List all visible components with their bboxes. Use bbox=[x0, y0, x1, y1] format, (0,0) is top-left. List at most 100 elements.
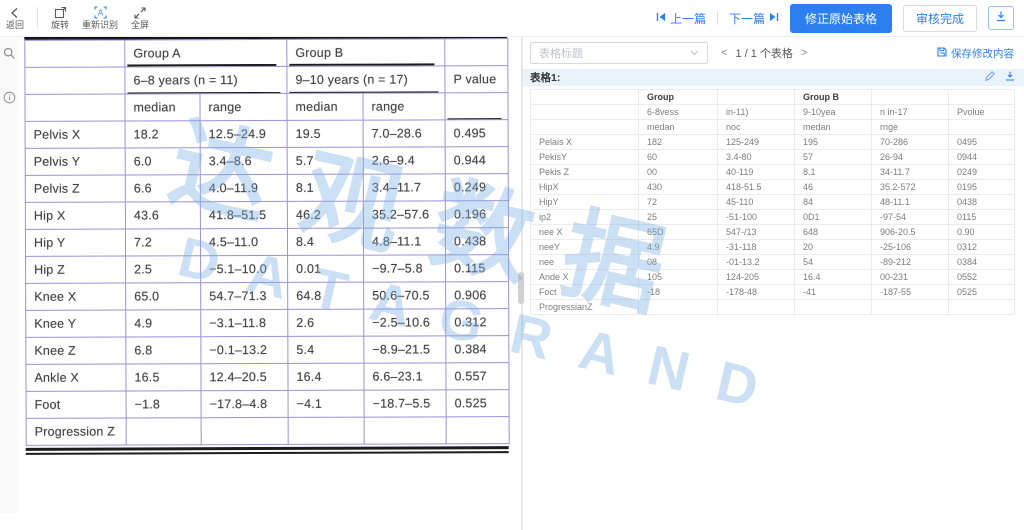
table-cell[interactable]: 57 bbox=[794, 149, 872, 165]
table-cell[interactable]: 45-110 bbox=[717, 194, 795, 210]
table-cell[interactable]: 00 bbox=[638, 164, 718, 180]
table-cell[interactable]: HipY bbox=[530, 194, 639, 210]
table-title-select[interactable]: 表格标题 bbox=[530, 42, 708, 64]
table-cell[interactable]: HipX bbox=[530, 179, 639, 195]
table-cell[interactable] bbox=[638, 299, 718, 315]
table-cell[interactable]: 0495 bbox=[948, 134, 1015, 150]
table-cell[interactable]: 6-8vess bbox=[638, 104, 718, 120]
zoom-search-icon[interactable] bbox=[3, 47, 16, 65]
review-done-button[interactable]: 审核完成 bbox=[902, 4, 977, 32]
table-cell[interactable]: 08 bbox=[638, 254, 718, 270]
table-cell[interactable] bbox=[530, 119, 639, 135]
table-cell[interactable]: -01-13.2 bbox=[717, 254, 795, 270]
table-cell[interactable]: 430 bbox=[638, 179, 718, 195]
table-cell[interactable]: 547-/13 bbox=[717, 224, 795, 240]
table-cell[interactable]: Pelais X bbox=[530, 134, 639, 150]
table-cell[interactable] bbox=[530, 104, 639, 120]
table-cell[interactable]: -97-54 bbox=[871, 209, 949, 225]
table-cell[interactable]: medan bbox=[794, 119, 872, 135]
table-cell[interactable]: 0944 bbox=[948, 149, 1015, 165]
table-cell[interactable]: Foct bbox=[530, 284, 639, 300]
table-cell[interactable]: rnge bbox=[871, 119, 949, 135]
table-cell[interactable]: Group bbox=[638, 89, 718, 105]
pager-next-icon[interactable]: > bbox=[800, 47, 808, 59]
back-button[interactable]: 返回 bbox=[6, 7, 24, 30]
table-cell[interactable]: 0115 bbox=[948, 209, 1015, 225]
table-cell[interactable]: 195 bbox=[794, 134, 872, 150]
table-cell[interactable]: 65D bbox=[638, 224, 718, 240]
table-cell[interactable] bbox=[530, 89, 639, 105]
table-cell[interactable]: 0D1 bbox=[794, 209, 872, 225]
table-cell[interactable]: 8.1 bbox=[794, 164, 872, 180]
table-cell[interactable]: 182 bbox=[638, 134, 718, 150]
table-cell[interactable]: 906-20.5 bbox=[871, 224, 949, 240]
table-cell[interactable]: -25-106 bbox=[871, 239, 949, 255]
table-cell[interactable] bbox=[717, 89, 795, 105]
table-cell[interactable]: -187-55 bbox=[871, 284, 949, 300]
table-cell[interactable]: -31-118 bbox=[717, 239, 795, 255]
table-cell[interactable]: 648 bbox=[794, 224, 872, 240]
table-cell[interactable]: -51-100 bbox=[717, 209, 795, 225]
table-cell[interactable]: 16.4 bbox=[794, 269, 872, 285]
table-cell[interactable]: in-11) bbox=[717, 104, 795, 120]
table-cell[interactable]: nee X bbox=[530, 224, 639, 240]
table-cell[interactable]: PekisY bbox=[530, 149, 639, 165]
table-cell[interactable]: 124-205 bbox=[717, 269, 795, 285]
table-cell[interactable]: Pekis Z bbox=[530, 164, 639, 180]
table-cell[interactable]: 26-94 bbox=[871, 149, 949, 165]
table-cell[interactable]: 0195 bbox=[948, 179, 1015, 195]
table-cell[interactable] bbox=[794, 299, 872, 315]
next-page-link[interactable]: 下一篇 bbox=[729, 10, 779, 27]
table-cell[interactable] bbox=[871, 89, 949, 105]
table-cell[interactable]: 9-10yea bbox=[794, 104, 872, 120]
table-cell[interactable]: neeY bbox=[530, 239, 639, 255]
table-cell[interactable]: n in-17 bbox=[871, 104, 949, 120]
edit-pencil-icon[interactable] bbox=[985, 71, 995, 84]
rerecognize-button[interactable]: A 重新识别 bbox=[82, 6, 118, 30]
table-cell[interactable]: nee bbox=[530, 254, 639, 270]
download-button[interactable] bbox=[988, 6, 1014, 30]
table-cell[interactable]: Group B bbox=[794, 89, 872, 105]
table-cell[interactable]: 84 bbox=[794, 194, 872, 210]
table-cell[interactable]: 25 bbox=[638, 209, 718, 225]
table-cell[interactable]: 0384 bbox=[948, 254, 1015, 270]
table-cell[interactable]: 125-249 bbox=[717, 134, 795, 150]
pager-prev-icon[interactable]: < bbox=[721, 47, 728, 59]
panel-resize-handle[interactable] bbox=[518, 272, 524, 304]
table-cell[interactable]: 34-11.7 bbox=[871, 164, 949, 180]
table-cell[interactable]: 00-231 bbox=[871, 269, 949, 285]
fix-original-table-button[interactable]: 修正原始表格 bbox=[789, 3, 892, 33]
table-download-icon[interactable] bbox=[1005, 71, 1015, 84]
table-cell[interactable]: 0.90 bbox=[948, 224, 1015, 240]
table-cell[interactable]: Pvolue bbox=[948, 104, 1015, 120]
table-cell[interactable]: medan bbox=[638, 119, 718, 135]
table-cell[interactable]: 4.9 bbox=[638, 239, 718, 255]
table-cell[interactable]: noc bbox=[717, 119, 795, 135]
table-cell[interactable]: -89-212 bbox=[871, 254, 949, 270]
table-cell[interactable]: 105 bbox=[638, 269, 718, 285]
table-cell[interactable]: 20 bbox=[794, 239, 872, 255]
table-cell[interactable]: -18 bbox=[638, 284, 718, 300]
fullscreen-button[interactable]: 全屏 bbox=[131, 6, 149, 30]
table-cell[interactable]: 70-286 bbox=[871, 134, 949, 150]
table-cell[interactable]: 0312 bbox=[948, 239, 1015, 255]
table-cell[interactable]: -178-48 bbox=[717, 284, 795, 300]
table-cell[interactable] bbox=[948, 299, 1015, 315]
prev-page-link[interactable]: 上一篇 bbox=[656, 10, 706, 27]
table-cell[interactable]: 0552 bbox=[948, 269, 1015, 285]
table-cell[interactable] bbox=[717, 299, 795, 315]
table-cell[interactable]: 60 bbox=[638, 149, 718, 165]
table-cell[interactable]: Ande X bbox=[530, 269, 639, 285]
table-cell[interactable]: -41 bbox=[794, 284, 872, 300]
info-icon[interactable] bbox=[3, 91, 16, 109]
table-cell[interactable]: 0249 bbox=[948, 164, 1015, 180]
table-cell[interactable]: 418-51.5 bbox=[717, 179, 795, 195]
table-cell[interactable]: 0525 bbox=[948, 284, 1015, 300]
table-cell[interactable]: ip2 bbox=[530, 209, 639, 225]
table-cell[interactable] bbox=[871, 299, 949, 315]
table-cell[interactable]: 35.2-572 bbox=[871, 179, 949, 195]
table-cell[interactable]: ProgressianZ bbox=[530, 299, 639, 315]
table-cell[interactable] bbox=[948, 89, 1015, 105]
table-cell[interactable]: 48-11.1 bbox=[871, 194, 949, 210]
table-cell[interactable] bbox=[948, 119, 1015, 135]
